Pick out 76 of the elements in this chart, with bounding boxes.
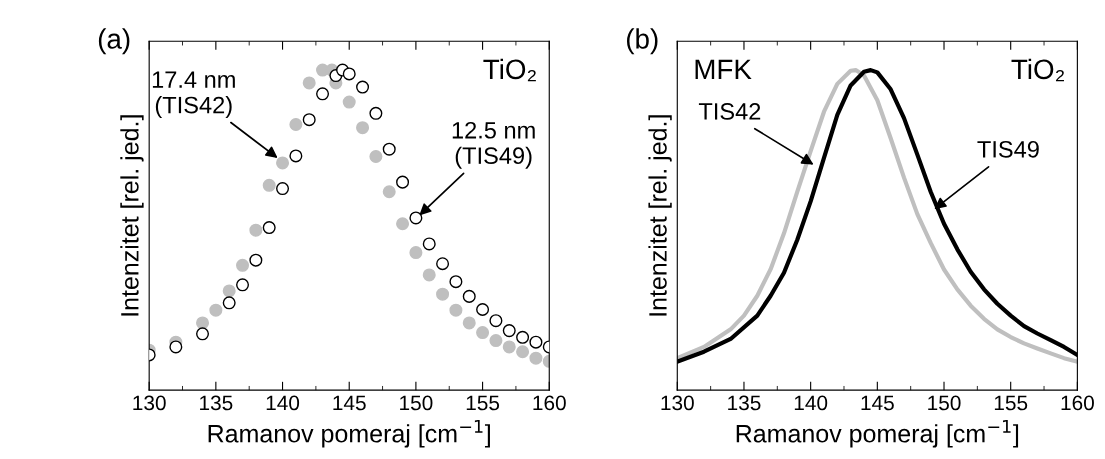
point [302,76,316,90]
x-tick-label: 155 [994,395,1028,411]
point [436,287,450,301]
x-tick-label: 130 [661,395,694,411]
x-tick-label: 135 [200,395,233,411]
x-tick-label: 140 [266,395,300,411]
y-axis-title: Intenzitet [rel. jed.] [120,115,144,316]
point [262,178,276,192]
point [422,237,436,251]
annotation: 17.4 nm (TIS42) [152,71,235,119]
point [316,87,330,101]
point [449,303,463,317]
point [222,296,236,310]
point [209,303,223,317]
chart-title: (b) [627,28,658,55]
x-tick-label: 150 [400,395,433,411]
point [196,316,210,330]
point [409,211,423,225]
chart-title: (a) [98,28,130,55]
point [409,246,423,260]
point [382,185,396,199]
point [382,142,396,156]
point [369,150,383,164]
point [236,258,250,272]
point [169,340,183,354]
annotation: 12.5 nm (TIS49) [452,121,535,169]
x-tick-label: 135 [728,395,761,411]
point [529,335,543,349]
point [196,327,210,341]
point [302,113,316,127]
point [489,334,503,348]
point [436,257,450,271]
y-axis-title: Intenzitet [rel. jed.] [648,115,672,316]
annotation: TIS49 [977,140,1039,158]
point [489,314,503,328]
point [369,106,383,120]
x-tick-label: 150 [928,395,961,411]
point [396,217,410,231]
x-tick-label: 145 [861,395,894,411]
point [222,284,236,298]
x-tick-label: 140 [794,395,828,411]
point [342,95,356,109]
point [502,340,516,354]
point [516,330,530,344]
point [462,289,476,303]
point [396,175,410,189]
point [516,345,530,359]
point [476,302,490,317]
point [276,182,290,196]
x-tick-label: 160 [1061,395,1094,411]
annotation: MFK [695,59,752,79]
point [262,221,276,235]
annotation: TiO₂ [1011,58,1064,82]
point [502,324,516,338]
point [276,156,290,170]
point [422,268,436,282]
point [236,278,250,292]
annotation: TIS42 [698,103,761,120]
x-tick-label: 155 [466,395,500,411]
point [249,223,263,237]
point [529,351,543,365]
annotation: TiO₂ [483,58,536,82]
point [462,316,476,330]
point [449,275,463,289]
x-tick-label: 145 [333,395,366,411]
point [356,121,370,135]
point [249,253,263,267]
point [356,80,370,94]
point [476,326,490,340]
point [289,149,303,163]
point [289,118,303,132]
x-axis-title: Ramanov pomeraj [cm$^{−1}$] [736,419,1019,448]
x-tick-label: 130 [133,395,166,411]
point [342,67,356,81]
x-axis-title: Ramanov pomeraj [cm$^{−1}$] [208,419,490,448]
x-tick-label: 160 [533,395,566,411]
